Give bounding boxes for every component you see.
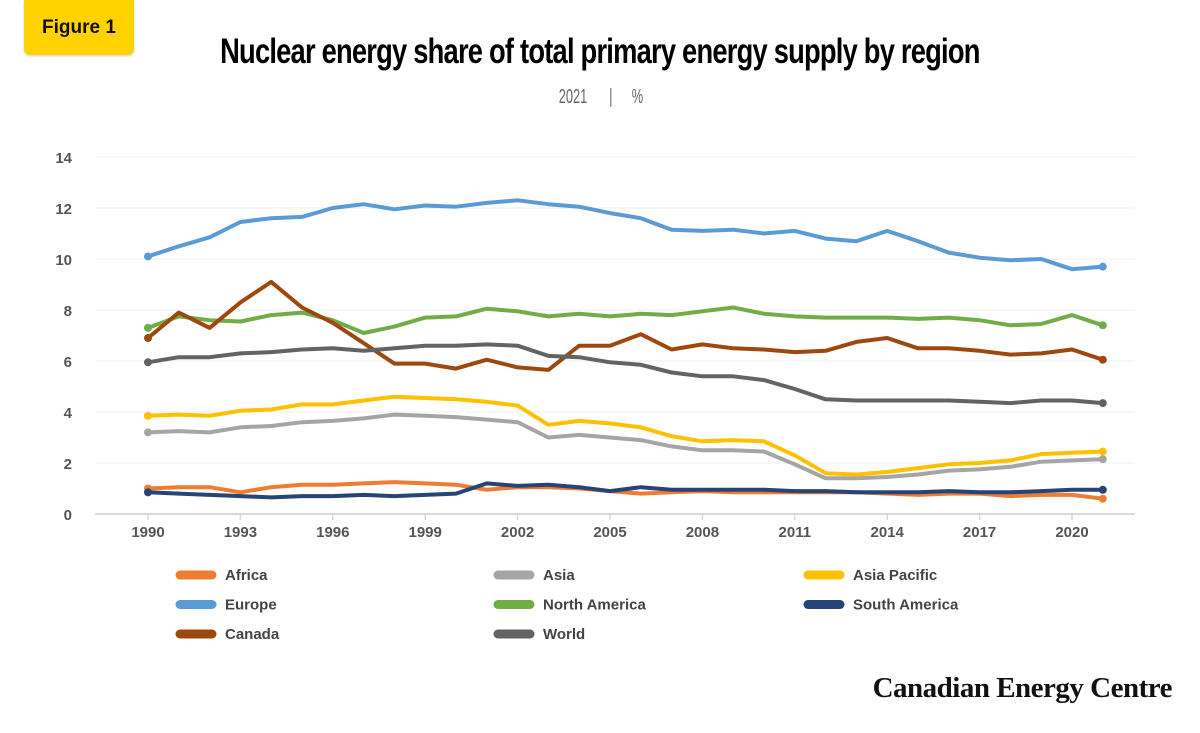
series-start-marker xyxy=(144,252,152,261)
series-end-marker xyxy=(1098,262,1107,271)
series-end-marker xyxy=(1098,455,1107,464)
y-tick-label: 10 xyxy=(55,252,72,269)
series-line-north-america xyxy=(146,305,1105,335)
chart-title: Nuclear energy share of total primary en… xyxy=(0,32,1200,72)
series-end-marker xyxy=(1098,447,1107,456)
x-tick-label: 2011 xyxy=(779,524,812,541)
x-tick-label: 2008 xyxy=(686,524,719,541)
series-line-asia-pacific xyxy=(146,394,1105,477)
x-tick-label: 1996 xyxy=(316,524,349,541)
chart-subtitle: 2021 |% xyxy=(0,86,1200,109)
series-start-marker xyxy=(144,428,152,437)
series-end-marker xyxy=(1098,485,1107,494)
x-tick-label: 1993 xyxy=(224,524,257,541)
x-tick-label: 2014 xyxy=(871,524,905,541)
subtitle-unit: % xyxy=(631,86,644,108)
series-start-marker xyxy=(144,411,152,420)
y-tick-label: 2 xyxy=(64,456,72,473)
figure-badge: Figure 1 xyxy=(24,0,134,55)
figure-label: Figure 1 xyxy=(42,16,116,38)
legend-label: North America xyxy=(543,597,646,614)
x-tick-label: 2002 xyxy=(501,524,534,541)
series-line-world xyxy=(146,342,1105,406)
x-tick-label: 2017 xyxy=(963,524,996,541)
series-line-asia xyxy=(146,412,1105,481)
legend-label: Canada xyxy=(225,626,280,643)
y-tick-label: 12 xyxy=(55,201,72,218)
series-line-europe xyxy=(146,198,1105,272)
x-tick-label: 2020 xyxy=(1055,524,1088,541)
legend-label: World xyxy=(543,626,585,643)
y-tick-label: 4 xyxy=(64,405,73,422)
series-end-marker xyxy=(1098,399,1107,408)
series-start-marker xyxy=(144,358,152,367)
logo: Canadian Energy Centre xyxy=(872,672,1173,704)
series-start-marker xyxy=(144,323,152,332)
legend-label: Europe xyxy=(225,597,277,614)
series-end-marker xyxy=(1098,494,1107,503)
y-tick-label: 14 xyxy=(55,150,72,167)
x-tick-label: 1990 xyxy=(131,524,164,541)
series-start-marker xyxy=(144,488,152,497)
y-tick-label: 6 xyxy=(64,354,72,371)
series-line-south-america xyxy=(146,481,1105,500)
series-end-marker xyxy=(1098,355,1107,364)
legend-label: Asia Pacific xyxy=(853,567,937,584)
subtitle-year: 2021 xyxy=(558,86,588,108)
chart-title-text: Nuclear energy share of total primary en… xyxy=(220,32,980,71)
legend-label: Asia xyxy=(543,567,575,584)
y-tick-label: 0 xyxy=(64,507,72,524)
series-line-canada xyxy=(146,279,1105,372)
series-start-marker xyxy=(144,334,152,343)
subtitle-separator: | xyxy=(609,86,613,108)
legend-label: South America xyxy=(853,597,959,614)
x-tick-label: 2005 xyxy=(593,524,626,541)
legend-label: Africa xyxy=(225,567,268,584)
x-tick-label: 1999 xyxy=(409,524,442,541)
y-tick-label: 8 xyxy=(64,303,72,320)
series-end-marker xyxy=(1098,321,1107,330)
series-line-africa xyxy=(146,480,1105,501)
